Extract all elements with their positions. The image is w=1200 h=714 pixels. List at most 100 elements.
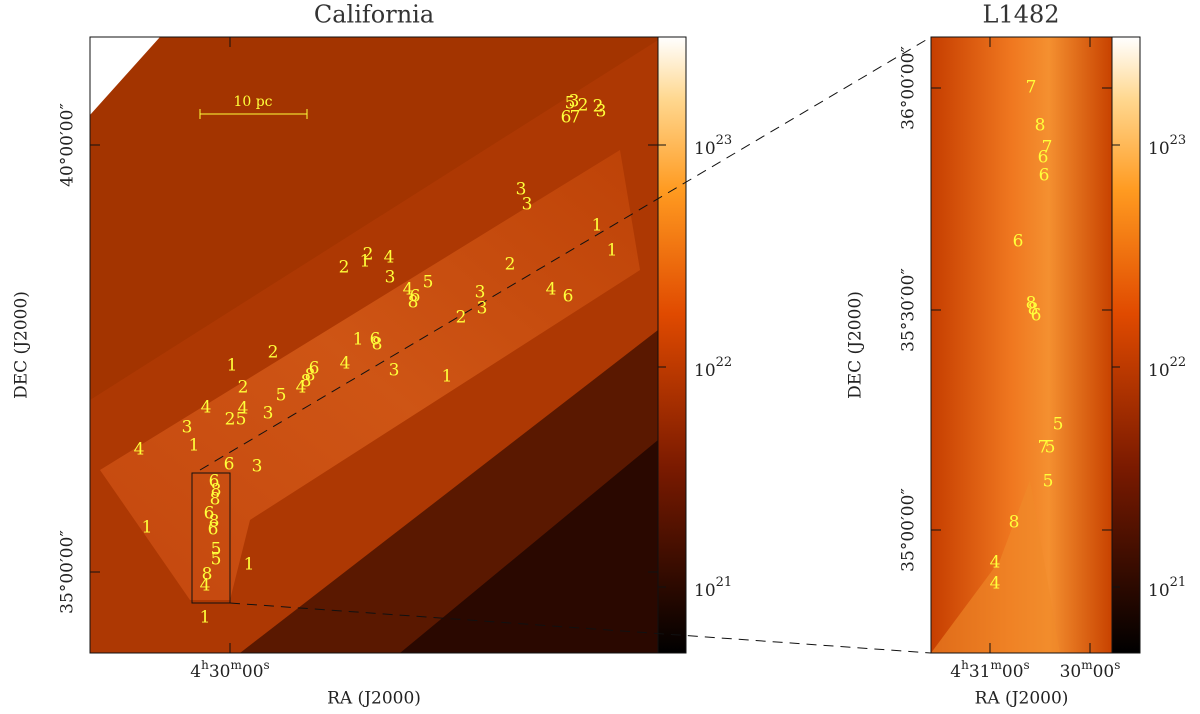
source-marker: 4 bbox=[238, 399, 249, 419]
source-marker: 1 bbox=[244, 555, 255, 575]
source-marker: 8 bbox=[408, 293, 419, 313]
colorbar-tick-label: 1023 bbox=[694, 133, 732, 159]
source-marker: 2 bbox=[505, 255, 516, 275]
source-marker: 6 bbox=[208, 520, 219, 540]
source-marker: 5 bbox=[423, 273, 434, 293]
source-marker: 8 bbox=[301, 372, 312, 392]
source-marker: 3 bbox=[263, 404, 274, 424]
source-marker: 4 bbox=[384, 248, 395, 268]
y-tick-label: 35°00′00″ bbox=[58, 530, 78, 614]
x-tick-label-part: 30 bbox=[209, 662, 231, 682]
colorbar-tick-label: 1021 bbox=[694, 575, 732, 601]
source-marker: 3 bbox=[252, 457, 263, 477]
zoom-line bbox=[199, 36, 932, 471]
source-marker: 6 bbox=[561, 108, 572, 128]
colorbar-tick-base: 10 bbox=[694, 139, 716, 159]
x-tick-label: 4h30m00s bbox=[190, 658, 269, 682]
x-tick-label: 4h31m00s bbox=[950, 658, 1029, 682]
source-marker: 8 bbox=[1026, 294, 1037, 314]
source-marker: 5 bbox=[1043, 472, 1054, 492]
source-marker: 3 bbox=[182, 418, 193, 438]
colorbar-tick-label: 1021 bbox=[1148, 575, 1186, 601]
source-marker: 1 bbox=[442, 367, 453, 387]
source-marker: 3 bbox=[385, 268, 396, 288]
source-marker: 4 bbox=[134, 440, 145, 460]
source-marker: 6 bbox=[309, 359, 320, 379]
source-marker: 2 bbox=[593, 97, 604, 117]
source-marker: 1 bbox=[353, 330, 364, 350]
colorbar bbox=[657, 36, 687, 654]
source-marker: 8 bbox=[372, 335, 383, 355]
x-tick-label-part: h bbox=[961, 658, 969, 672]
colorbar-tick-exponent: 21 bbox=[1170, 575, 1187, 590]
x-axis-label: RA (J2000) bbox=[327, 689, 421, 709]
x-tick-label-part: s bbox=[264, 658, 270, 672]
colorbar-tick-base: 10 bbox=[1148, 139, 1170, 159]
source-marker: 6 bbox=[1031, 306, 1042, 326]
filament bbox=[931, 480, 1060, 653]
x-tick-label-part: s bbox=[1114, 658, 1120, 672]
x-tick-label-part: m bbox=[1081, 658, 1093, 672]
y-tick-label: 36°00′00″ bbox=[899, 46, 919, 130]
map-image bbox=[90, 37, 658, 653]
x-tick-label-part: 00 bbox=[1093, 662, 1115, 682]
colorbar-tick-exponent: 23 bbox=[716, 133, 733, 148]
zoom-line bbox=[229, 602, 932, 654]
source-marker: 4 bbox=[296, 378, 307, 398]
source-marker: 4 bbox=[990, 574, 1001, 594]
source-marker: 2 bbox=[268, 343, 279, 363]
source-marker: 7 bbox=[1026, 78, 1037, 98]
source-marker: 1 bbox=[227, 356, 238, 376]
source-marker: 1 bbox=[200, 608, 211, 628]
source-marker: 6 bbox=[1039, 166, 1050, 186]
colorbar-tick-base: 10 bbox=[694, 361, 716, 381]
source-marker: 8 bbox=[209, 512, 220, 532]
source-marker: 5 bbox=[1053, 415, 1064, 435]
source-marker: 8 bbox=[305, 366, 316, 386]
colorbar-tick-base: 10 bbox=[694, 581, 716, 601]
source-marker: 4 bbox=[200, 576, 211, 596]
zoom-box bbox=[191, 472, 231, 604]
source-marker: 1 bbox=[592, 216, 603, 236]
source-marker: 2 bbox=[578, 96, 589, 116]
source-marker: 6 bbox=[410, 287, 421, 307]
y-axis-label: DEC (J2000) bbox=[846, 291, 866, 399]
x-tick-label-part: 4 bbox=[190, 662, 201, 682]
panel-title: California bbox=[314, 1, 434, 29]
source-marker: 4 bbox=[340, 354, 351, 374]
source-marker: 4 bbox=[403, 280, 414, 300]
source-marker: 6 bbox=[370, 330, 381, 350]
source-marker: 5 bbox=[211, 540, 222, 560]
x-tick-label-part: s bbox=[1024, 658, 1030, 672]
source-marker: 6 bbox=[224, 455, 235, 475]
colorbar-tick-base: 10 bbox=[1148, 361, 1170, 381]
source-marker: 4 bbox=[201, 398, 212, 418]
source-marker: 5 bbox=[276, 386, 287, 406]
x-tick-label-part: 30 bbox=[1060, 662, 1082, 682]
source-marker: 4 bbox=[546, 280, 557, 300]
source-marker: 8 bbox=[1035, 116, 1046, 136]
source-marker: 3 bbox=[477, 299, 488, 319]
panel-title: L1482 bbox=[982, 1, 1059, 29]
x-tick-label-part: m bbox=[231, 658, 243, 672]
source-marker: 6 bbox=[1013, 232, 1024, 252]
source-marker: 3 bbox=[569, 92, 580, 112]
source-marker: 5 bbox=[236, 410, 247, 430]
source-marker: 1 bbox=[607, 241, 618, 261]
source-marker: 7 bbox=[1042, 138, 1053, 158]
source-marker: 8 bbox=[1009, 513, 1020, 533]
colorbar-tick-exponent: 22 bbox=[716, 355, 733, 370]
y-tick-label: 40°00′00″ bbox=[58, 103, 78, 187]
source-marker: 6 bbox=[1038, 148, 1049, 168]
colorbar-tick-label: 1022 bbox=[694, 355, 732, 381]
x-tick-label-part: 4 bbox=[950, 662, 961, 682]
x-tick-label-part: 31 bbox=[969, 662, 991, 682]
source-marker: 3 bbox=[389, 361, 400, 381]
colorbar-tick-exponent: 22 bbox=[1170, 355, 1187, 370]
x-axis-label: RA (J2000) bbox=[975, 689, 1069, 709]
source-marker: 8 bbox=[211, 481, 222, 501]
source-marker: 8 bbox=[1028, 300, 1039, 320]
x-tick-label: 30m00s bbox=[1060, 658, 1121, 682]
source-marker: 8 bbox=[210, 490, 221, 510]
source-marker: 5 bbox=[565, 94, 576, 114]
